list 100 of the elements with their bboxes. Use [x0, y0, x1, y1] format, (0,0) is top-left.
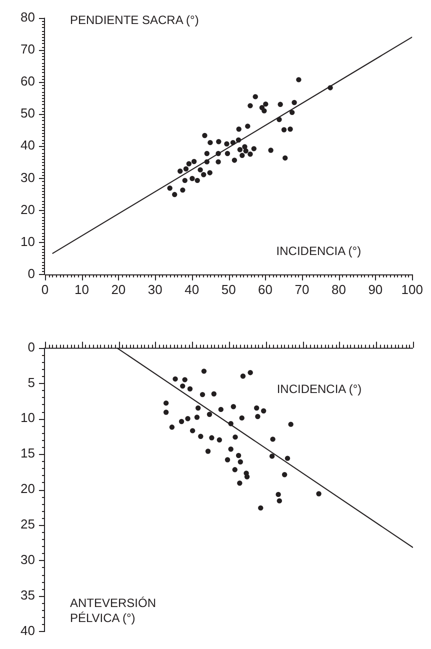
- point: [207, 170, 212, 176]
- point: [248, 103, 253, 108]
- x-tick-label: 0: [41, 282, 49, 297]
- point: [282, 472, 288, 478]
- point: [230, 404, 236, 410]
- point: [281, 127, 287, 132]
- point: [205, 448, 211, 454]
- point: [191, 158, 197, 164]
- y-tick-label: 50: [20, 106, 35, 121]
- y-axis-title: PENDIENTE SACRA (°): [70, 12, 199, 28]
- point: [316, 491, 322, 496]
- point: [204, 150, 210, 156]
- point: [224, 141, 230, 146]
- x-axis-title: INCIDENCIA (°): [276, 382, 362, 397]
- y-tick-label: 20: [20, 202, 35, 217]
- point: [163, 410, 169, 415]
- y-tick-label: 0: [28, 339, 35, 354]
- point: [282, 155, 288, 161]
- point: [296, 77, 302, 82]
- point: [194, 414, 200, 420]
- point: [190, 428, 196, 434]
- point: [202, 132, 208, 138]
- point: [252, 94, 258, 100]
- point: [216, 159, 221, 164]
- point: [183, 166, 189, 172]
- point: [198, 167, 203, 172]
- point: [292, 100, 297, 106]
- point: [240, 374, 246, 379]
- point: [244, 474, 250, 480]
- y-tick-label: 40: [20, 622, 35, 638]
- point: [201, 368, 207, 374]
- point: [270, 436, 276, 442]
- y-tick-label: 60: [20, 74, 35, 89]
- y-tick-label: 0: [28, 266, 35, 281]
- point: [242, 144, 248, 150]
- point: [187, 386, 193, 392]
- point: [211, 391, 217, 396]
- point: [255, 414, 260, 420]
- y-tick-label: 30: [20, 170, 35, 185]
- point: [209, 435, 214, 440]
- point: [258, 505, 264, 511]
- point: [245, 124, 250, 129]
- point: [240, 152, 245, 158]
- point: [278, 102, 283, 108]
- point: [236, 126, 242, 132]
- point: [182, 178, 188, 184]
- y-tick-label: 5: [28, 374, 35, 390]
- point: [260, 408, 266, 414]
- point: [268, 148, 274, 153]
- point: [248, 370, 253, 376]
- point: [204, 159, 210, 164]
- point: [288, 126, 293, 132]
- point: [328, 85, 333, 90]
- point: [216, 437, 222, 443]
- point: [172, 376, 178, 382]
- point: [228, 421, 234, 426]
- x-axis-title: INCIDENCIA (°): [276, 244, 362, 260]
- point: [206, 412, 212, 417]
- point: [237, 480, 242, 486]
- point: [276, 492, 281, 498]
- point: [182, 377, 188, 382]
- point: [186, 161, 192, 166]
- y-tick-label: 20: [20, 481, 35, 496]
- x-tick-label: 20: [111, 282, 126, 297]
- point: [228, 446, 234, 452]
- point: [236, 452, 242, 458]
- point: [200, 392, 206, 398]
- y-tick-label: 35: [20, 587, 35, 602]
- point: [163, 400, 169, 406]
- point: [218, 406, 224, 412]
- point: [237, 147, 243, 152]
- point: [169, 424, 175, 430]
- point: [172, 192, 178, 198]
- point: [239, 415, 244, 421]
- point: [236, 137, 242, 143]
- point: [262, 108, 267, 114]
- point: [238, 459, 244, 464]
- point: [230, 140, 236, 146]
- point: [224, 150, 230, 156]
- point: [194, 178, 200, 184]
- point: [208, 140, 213, 146]
- point: [248, 152, 253, 157]
- y-tick-label: 15: [20, 446, 35, 461]
- point: [195, 405, 201, 411]
- y-tick-label: 30: [20, 552, 35, 567]
- point: [198, 434, 204, 439]
- x-tick-label: 30: [148, 282, 162, 297]
- point: [269, 454, 275, 459]
- point: [251, 146, 257, 152]
- y-tick-label: 80: [20, 9, 35, 24]
- point: [180, 187, 186, 193]
- y-tick-label: 10: [20, 410, 35, 426]
- x-tick-label: 40: [184, 282, 200, 297]
- point: [288, 422, 294, 427]
- y-tick-label: 40: [20, 138, 35, 153]
- point: [224, 457, 230, 462]
- point: [254, 405, 260, 411]
- point: [201, 172, 206, 178]
- x-tick-label: 80: [331, 282, 346, 297]
- point: [232, 434, 238, 440]
